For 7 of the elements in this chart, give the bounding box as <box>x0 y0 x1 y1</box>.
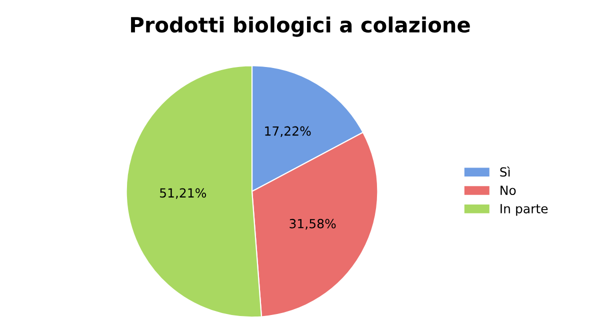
legend-label: In parte <box>500 204 548 216</box>
legend-label: Sì <box>500 166 510 177</box>
data-label: 51,21% <box>160 188 206 199</box>
data-label: 31,58% <box>290 218 336 230</box>
legend-label: No <box>500 186 516 196</box>
chart-title: Prodotti biologici a colazione <box>131 16 470 37</box>
data-label: 17,22% <box>265 126 311 138</box>
